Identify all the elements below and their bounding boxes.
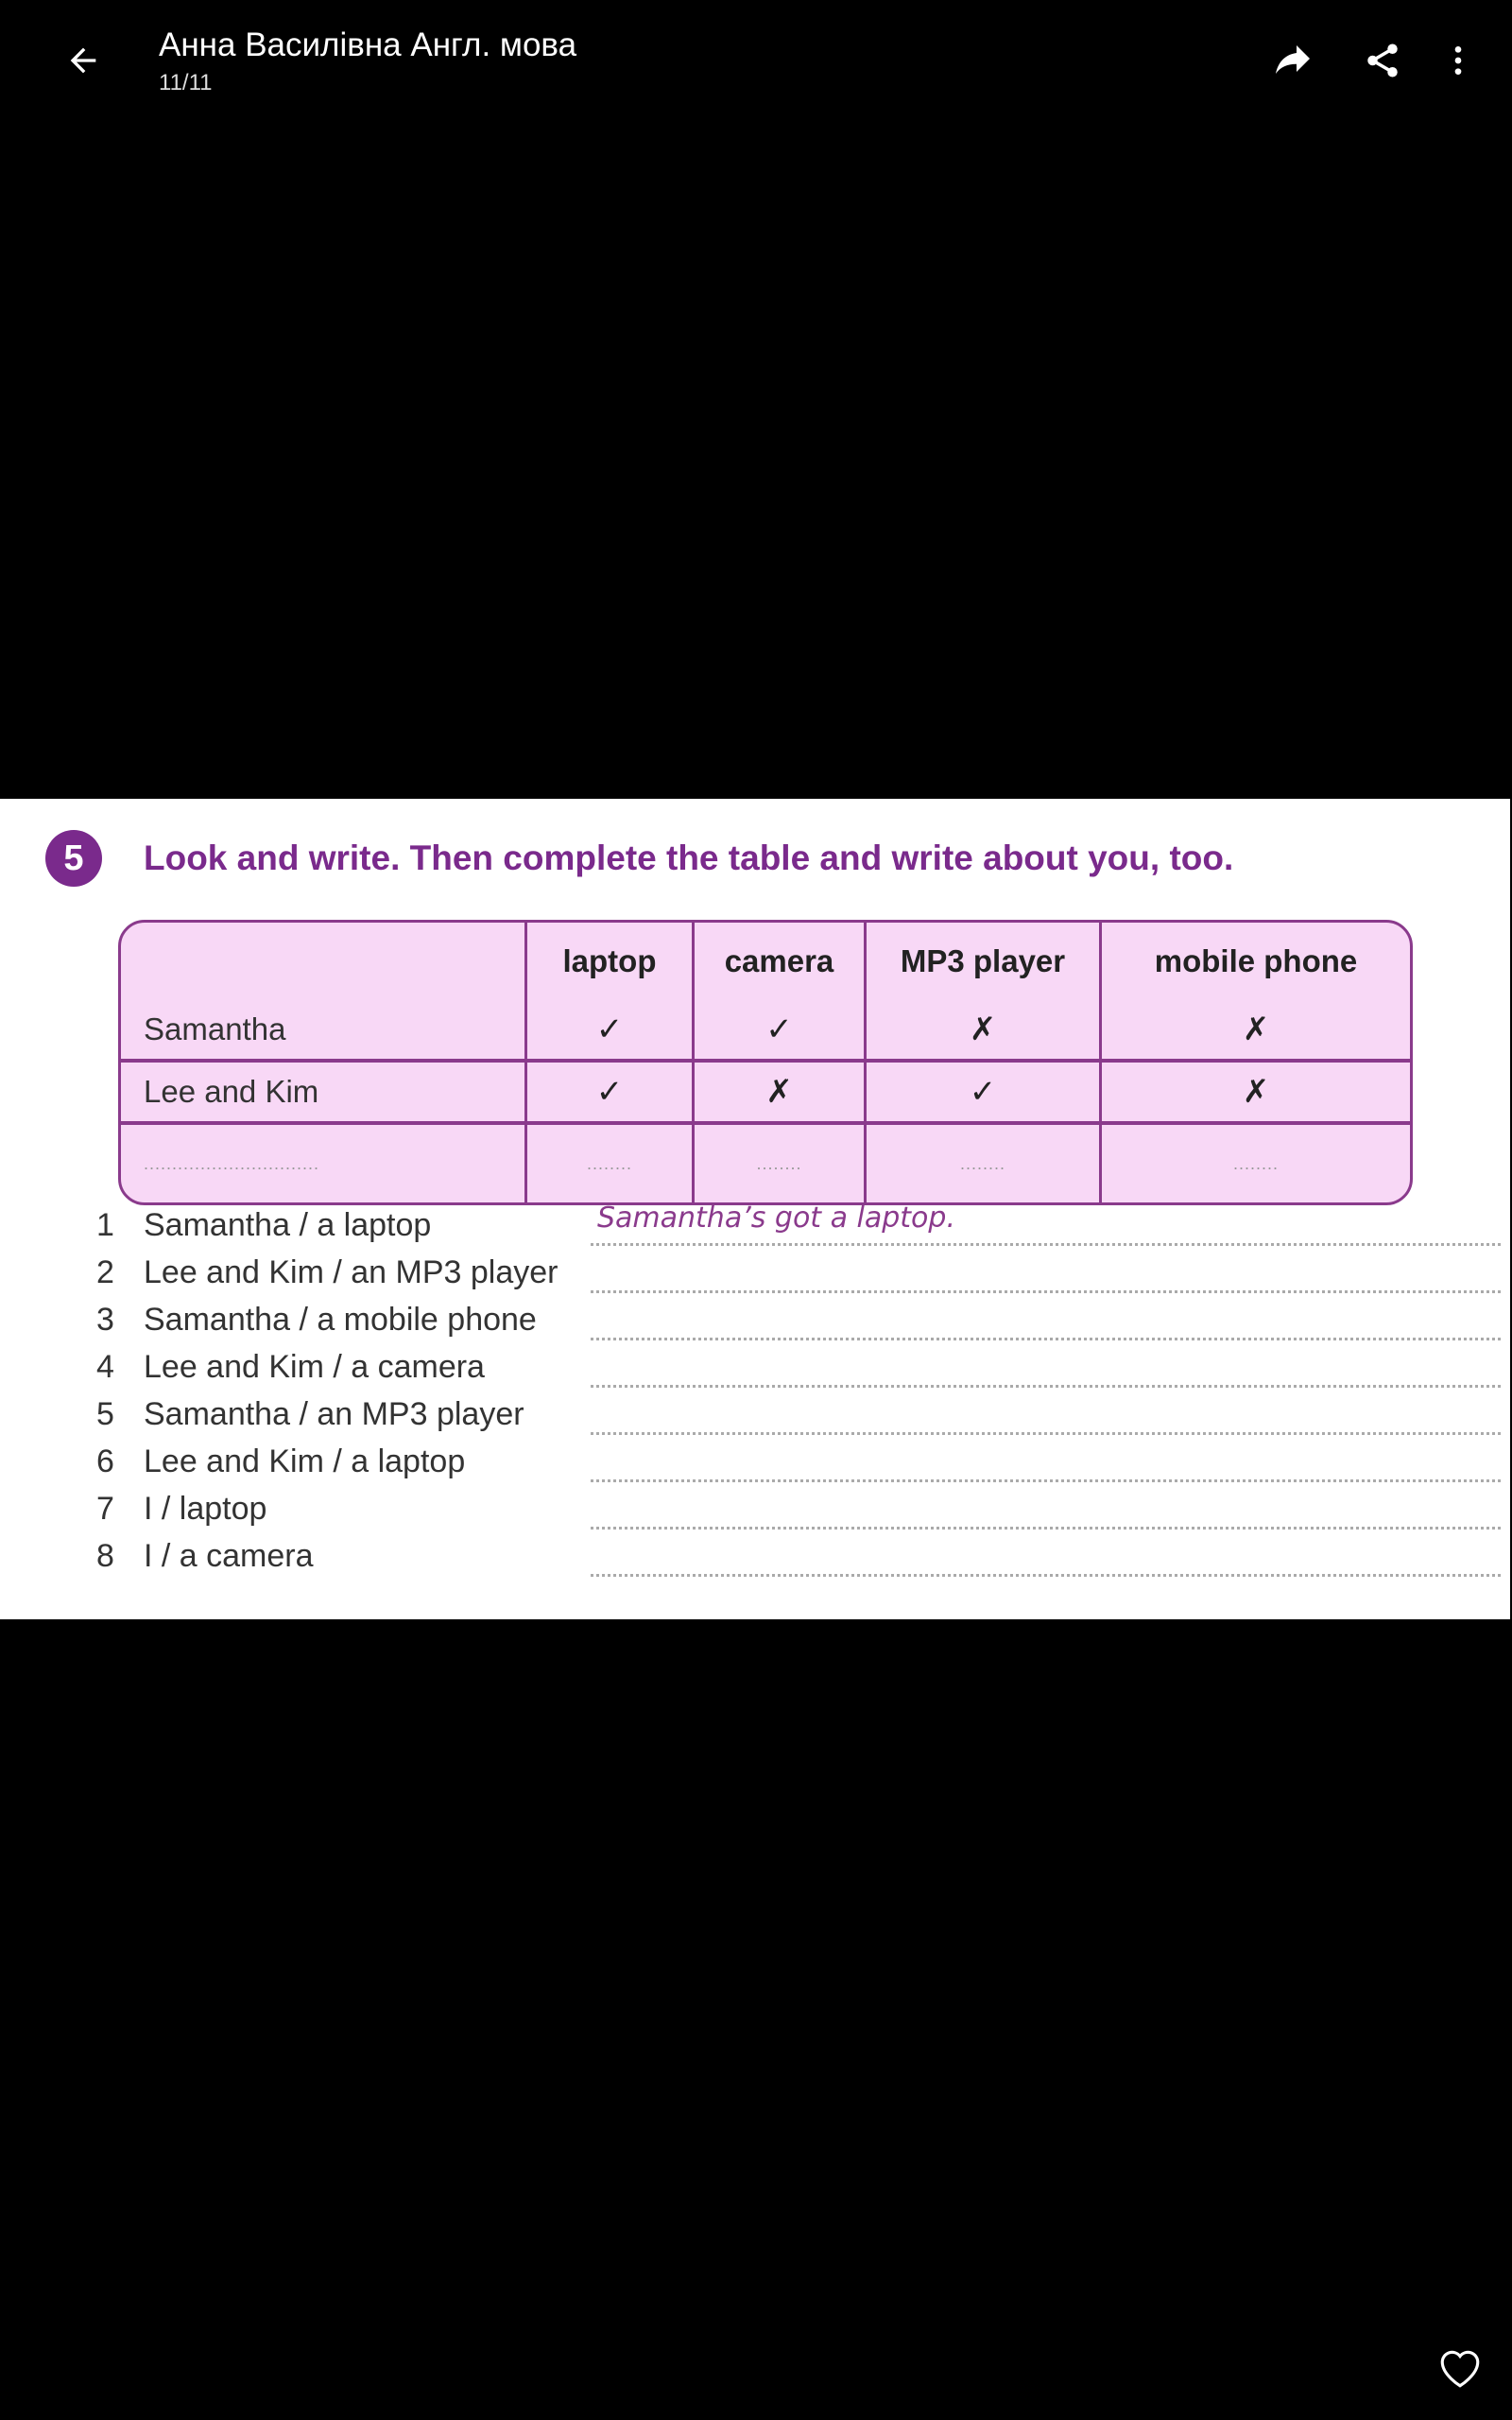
item-prompt: Lee and Kim / an MP3 player	[144, 1254, 558, 1290]
table-row: Samantha ✓ ✓ ✗ ✗	[121, 1000, 1410, 1063]
item-prompt: Samantha / a mobile phone	[144, 1302, 537, 1338]
exercise-instruction: Look and write. Then complete the table …	[144, 838, 1234, 877]
exercise-number: 5	[45, 830, 102, 887]
item-number: 3	[96, 1302, 114, 1338]
column-header: laptop	[527, 923, 695, 1000]
item-number: 5	[96, 1396, 114, 1432]
image-counter: 11/11	[159, 70, 213, 95]
heart-icon[interactable]	[1436, 2346, 1484, 2390]
column-header: MP3 player	[867, 923, 1102, 1000]
exercise-item: 6 Lee and Kim / a laptop	[0, 1443, 1510, 1491]
blank-cell: ........	[867, 1125, 1102, 1202]
back-button[interactable]	[55, 32, 112, 89]
share-button[interactable]	[1354, 32, 1411, 89]
exercise-item: 3 Samantha / a mobile phone	[0, 1302, 1510, 1349]
item-prompt: Samantha / a laptop	[144, 1207, 432, 1243]
top-app-bar: Анна Василівна Англ. мова 11/11	[0, 0, 1512, 123]
blank-cell: ........	[695, 1125, 867, 1202]
answer-line[interactable]	[591, 1385, 1501, 1388]
mark-cell: ✗	[695, 1063, 867, 1125]
answer-line[interactable]	[591, 1527, 1501, 1530]
more-options-button[interactable]	[1430, 32, 1486, 89]
table-row: Lee and Kim ✓ ✗ ✓ ✗	[121, 1063, 1410, 1125]
mark-cell: ✓	[695, 1000, 867, 1063]
exercise-item: 1 Samantha / a laptop Samantha’s got a lap…	[0, 1201, 1510, 1254]
item-number: 7	[96, 1491, 114, 1527]
item-prompt: I / a camera	[144, 1538, 314, 1574]
forward-button[interactable]	[1264, 32, 1321, 89]
mark-cell: ✓	[867, 1063, 1102, 1125]
item-number: 6	[96, 1443, 114, 1479]
answer-line[interactable]	[591, 1290, 1501, 1293]
mark-cell: ✗	[867, 1000, 1102, 1063]
mark-cell: ✗	[1102, 1063, 1410, 1125]
column-header: mobile phone	[1154, 943, 1358, 978]
more-vert-icon	[1454, 46, 1462, 75]
exercise-item: 7 I / laptop	[0, 1491, 1510, 1538]
answer-line[interactable]	[591, 1243, 1501, 1246]
blank-cell: ........	[527, 1125, 695, 1202]
row-name: ...............................	[121, 1125, 527, 1202]
item-prompt: Lee and Kim / a camera	[144, 1349, 485, 1385]
row-name: Samantha	[121, 1000, 527, 1063]
item-number: 2	[96, 1254, 114, 1290]
example-answer: Samantha’s got a laptop.	[597, 1201, 955, 1235]
item-number: 1	[96, 1207, 114, 1243]
exercise-item: 4 Lee and Kim / a camera	[0, 1349, 1510, 1396]
row-name: Lee and Kim	[121, 1063, 527, 1125]
mark-cell: ✓	[527, 1063, 695, 1125]
possessions-table: laptop camera MP3 player mobile phone Sa…	[118, 920, 1413, 1205]
exercise-item: 8 I / a camera	[0, 1538, 1510, 1585]
exercise-item: 5 Samantha / an MP3 player	[0, 1396, 1510, 1443]
forward-icon	[1276, 45, 1310, 74]
item-prompt: I / laptop	[144, 1491, 267, 1527]
mark-cell: ✗	[1102, 1000, 1410, 1063]
answer-line[interactable]	[591, 1479, 1501, 1482]
item-number: 4	[96, 1349, 114, 1385]
answer-line[interactable]	[591, 1338, 1501, 1340]
arrow-back-icon	[70, 47, 96, 74]
mark-cell: ✓	[527, 1000, 695, 1063]
item-prompt: Samantha / an MP3 player	[144, 1396, 524, 1432]
answer-line[interactable]	[591, 1432, 1501, 1435]
table-corner	[121, 923, 527, 1000]
worksheet-image: 5 Look and write. Then complete the tabl…	[0, 799, 1510, 1619]
album-title: Анна Василівна Англ. мова	[159, 26, 577, 63]
share-icon	[1367, 43, 1398, 78]
blank-cell: ........	[1232, 1153, 1279, 1173]
answer-line[interactable]	[591, 1574, 1501, 1577]
item-prompt: Lee and Kim / a laptop	[144, 1443, 466, 1479]
column-header: camera	[695, 923, 867, 1000]
item-number: 8	[96, 1538, 114, 1574]
table-row: ........................................…	[121, 1125, 1410, 1202]
exercise-item: 2 Lee and Kim / an MP3 player	[0, 1254, 1510, 1302]
